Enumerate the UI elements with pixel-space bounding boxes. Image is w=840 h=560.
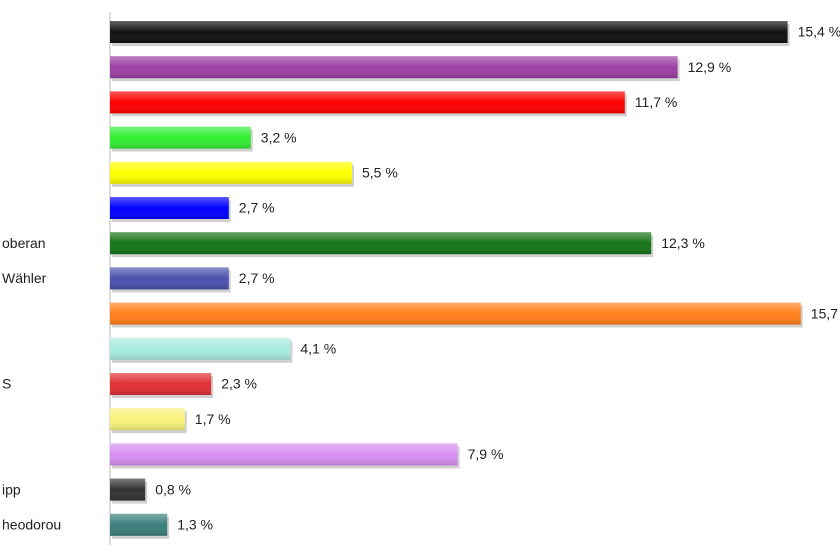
bar-shine: [110, 21, 788, 43]
category-label: Wähler: [2, 270, 47, 286]
value-label: 12,3 %: [661, 235, 705, 251]
value-label: 15,7 %: [811, 305, 840, 321]
category-label: heodorou: [2, 517, 61, 533]
bar-shine: [110, 91, 625, 114]
value-label: 11,7 %: [635, 94, 678, 110]
value-label: 5,5 %: [362, 165, 398, 181]
category-label: oberan: [2, 235, 46, 251]
value-label: 2,7 %: [239, 200, 275, 216]
value-label: 1,7 %: [195, 411, 231, 427]
bar-shine: [110, 443, 458, 466]
bar-shine: [110, 408, 185, 431]
bar-shine: [110, 126, 251, 149]
value-label: 1,3 %: [177, 517, 213, 533]
category-label: ipp: [2, 481, 21, 497]
value-label: 2,3 %: [221, 376, 257, 392]
bar-shine: [110, 232, 652, 255]
bar-shine: [110, 302, 801, 325]
bar-shine: [110, 337, 291, 360]
bar-shine: [110, 267, 229, 290]
value-label: 12,9 %: [688, 59, 732, 75]
value-label: 3,2 %: [261, 129, 297, 145]
category-label: S: [2, 376, 11, 392]
value-label: 2,7 %: [239, 270, 275, 286]
bar-shine: [110, 513, 168, 536]
bar-shine: [110, 197, 229, 219]
value-label: 7,9 %: [468, 446, 504, 462]
bar-shine: [110, 56, 678, 79]
value-label: 15,4 %: [798, 24, 840, 40]
bar-shine: [110, 478, 146, 501]
bar-shine: [110, 373, 212, 395]
value-label: 0,8 %: [155, 481, 191, 497]
bar-shine: [110, 161, 352, 184]
value-label: 4,1 %: [300, 341, 336, 357]
